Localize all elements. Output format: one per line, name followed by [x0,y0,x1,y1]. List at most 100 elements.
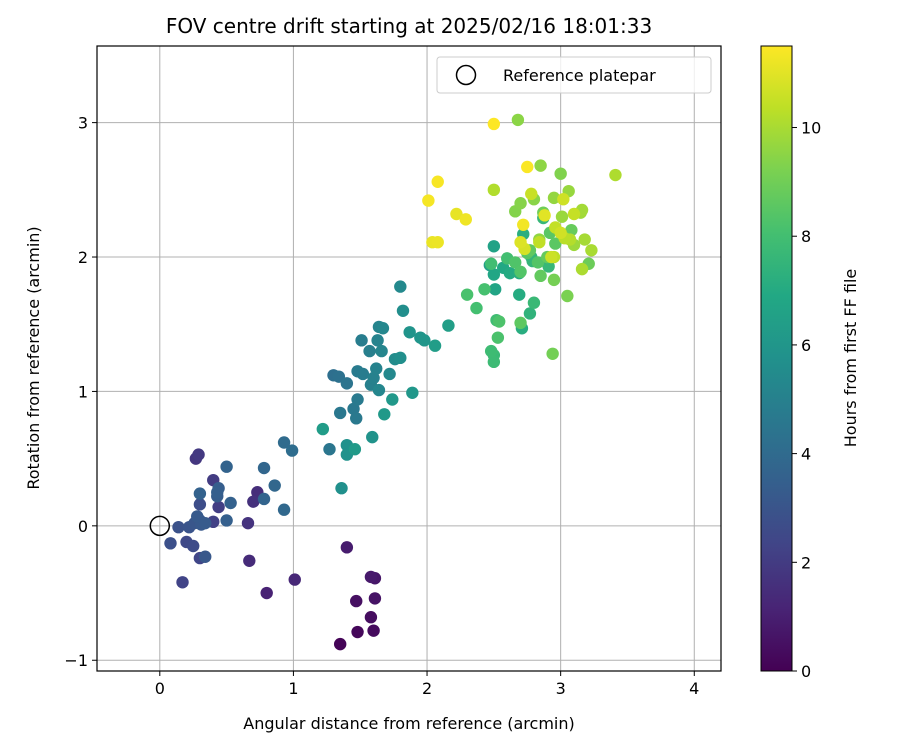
grid-lines [97,46,721,671]
data-point [418,334,431,347]
data-point [211,486,224,499]
data-point [609,168,622,182]
data-point [503,266,517,280]
legend-marker-open-circle [455,64,477,86]
data-points [164,113,622,651]
data-point [193,498,207,511]
data-point [521,160,534,174]
data-point [431,175,444,188]
data-point [484,257,498,270]
data-point [277,436,291,449]
data-point [542,260,555,273]
data-point [549,237,562,250]
data-point [355,334,368,347]
data-point [531,256,545,269]
data-point [193,487,207,500]
data-point [514,197,527,210]
data-point [383,367,396,381]
data-point [268,479,281,492]
data-point [368,592,382,605]
data-point [199,516,212,530]
data-point [514,316,527,330]
data-point [192,448,205,461]
data-point [364,611,378,624]
data-point [366,430,379,444]
data-point [316,422,330,436]
data-point [340,377,354,390]
data-point [578,233,591,246]
x-tick-label: 1 [288,679,298,698]
y-axis-label: Rotation from reference (arcmin) [24,226,43,489]
data-point [351,393,364,406]
data-point [545,250,558,264]
data-point [484,344,498,358]
data-point [514,265,527,279]
data-point [220,460,233,473]
data-point [356,367,370,381]
data-point [403,326,416,339]
data-point [509,256,522,269]
data-point [199,550,212,563]
data-point [561,289,574,303]
data-point [492,315,506,328]
colorbar-label: Hours from first FF file [841,269,860,448]
data-point [350,594,363,608]
y-tick-label: 1 [78,382,88,401]
data-point [367,624,380,637]
x-tick-label: 0 [155,679,165,698]
data-point [372,383,386,397]
data-point [285,444,299,457]
legend-box [436,56,712,94]
data-point [247,495,260,508]
x-axis-label: Angular distance from reference (arcmin) [243,714,574,733]
data-point [350,412,363,425]
data-point [517,218,530,231]
data-point [567,207,581,221]
data-point [547,273,561,287]
data-point [487,240,501,253]
reference-platepar-marker [149,515,171,537]
colorbar-tick-label: 10 [801,119,821,138]
colorbar-tick-label: 6 [801,336,811,355]
data-point [212,500,225,514]
data-point [554,167,567,180]
data-point [176,576,189,589]
data-point [394,351,407,365]
data-point [367,371,380,385]
data-point [450,207,463,221]
data-point [351,625,364,639]
data-point [538,209,551,222]
colorbar-gradient [760,45,793,672]
data-point [546,347,559,360]
data-point [394,280,407,293]
data-point [375,344,388,358]
data-point [533,236,546,249]
data-point [487,117,501,131]
colorbar-tick-label: 8 [801,227,811,246]
data-point [513,288,526,301]
y-axis-ticks: −1 0 1 2 3 [64,114,97,670]
data-point [376,322,390,335]
data-point [534,159,547,172]
y-tick-label: −1 [64,651,88,670]
data-point [257,492,271,506]
x-axis-ticks: 0 1 2 3 4 [155,671,699,698]
data-point [164,537,177,550]
data-point [488,283,502,296]
data-point [557,193,570,206]
data-point [487,355,501,369]
colorbar-tick-label: 0 [801,662,811,681]
colorbar-tick-label: 2 [801,553,811,572]
data-point [371,334,384,347]
x-tick-label: 3 [556,679,566,698]
data-point [224,496,237,510]
data-point [428,339,442,352]
data-point [511,113,525,127]
data-point [335,482,348,495]
data-point [348,443,362,456]
y-tick-label: 3 [78,114,88,133]
data-point [277,503,291,516]
data-point [187,539,200,553]
colorbar-tick-label: 4 [801,445,811,464]
